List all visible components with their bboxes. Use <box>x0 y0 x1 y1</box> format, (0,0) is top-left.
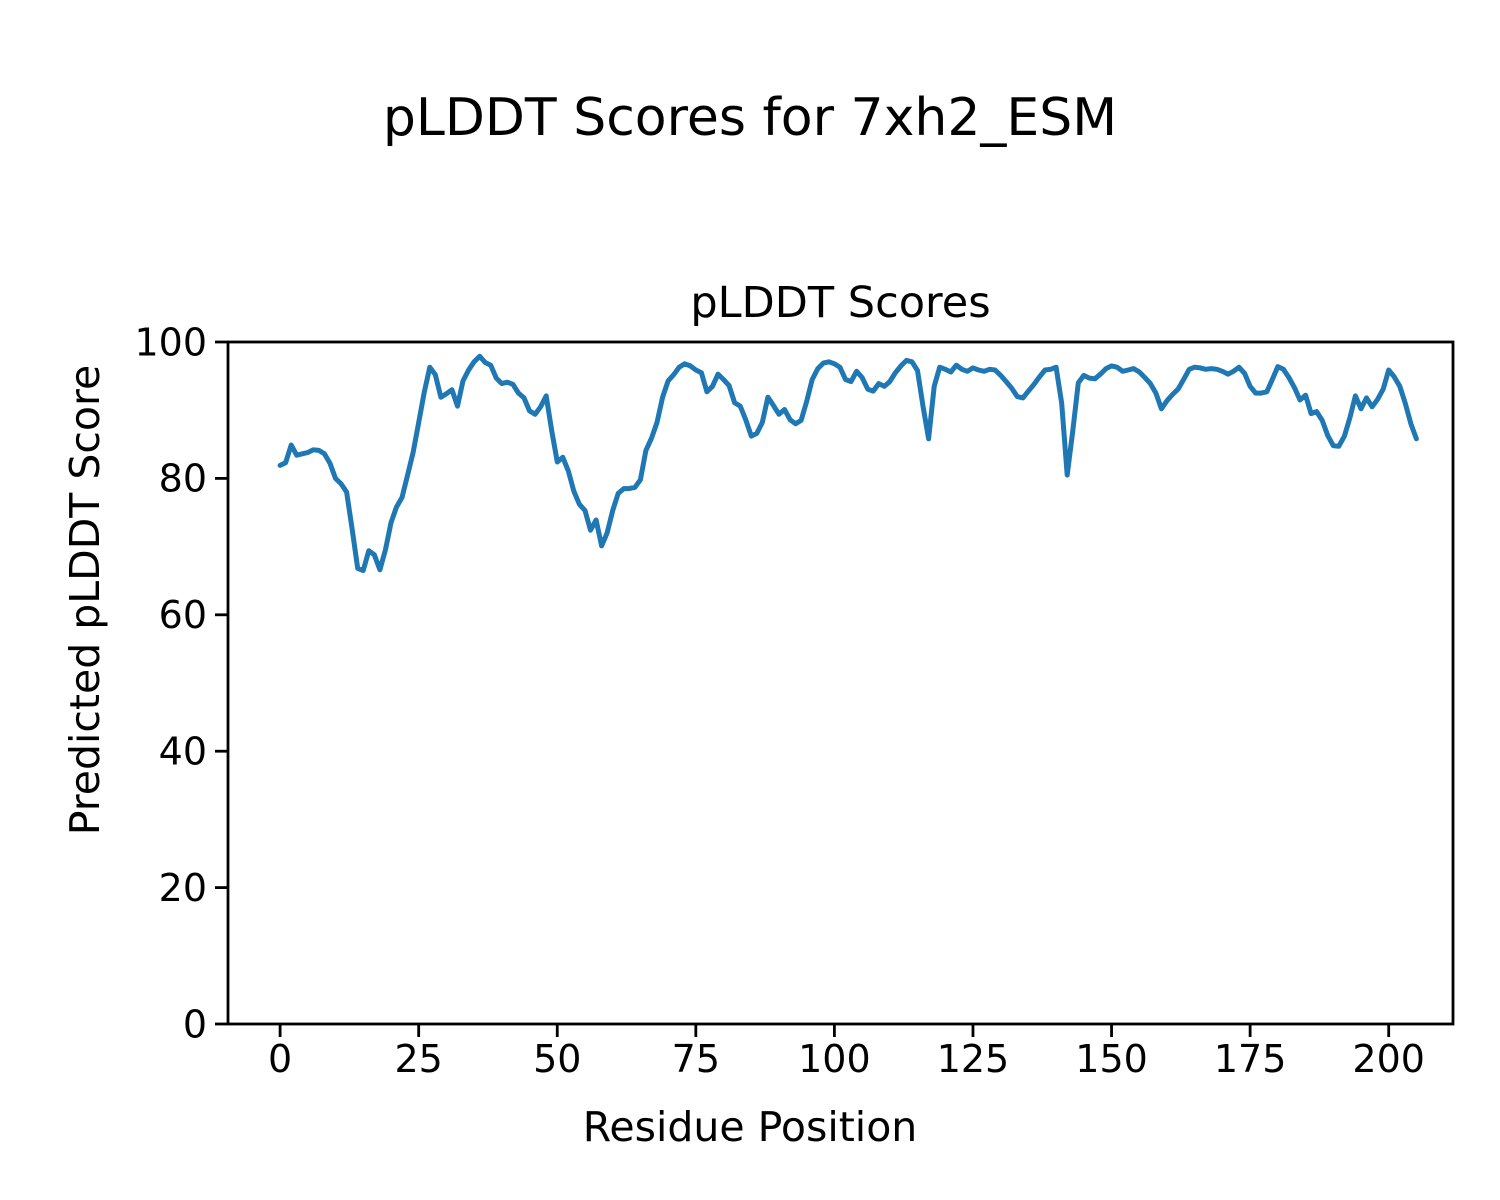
plddt-line <box>277 353 1419 573</box>
y-axis-label: Predicted pLDDT Score <box>61 364 109 836</box>
axes-frame <box>226 340 1455 1026</box>
x-tick-label: 175 <box>1214 1037 1287 1081</box>
x-tick-label: 125 <box>937 1037 1010 1081</box>
y-tick-label: 100 <box>134 320 207 364</box>
y-tick-label: 20 <box>159 866 207 910</box>
y-tick-label: 0 <box>183 1002 207 1046</box>
x-tick-label: 100 <box>798 1037 871 1081</box>
figure-title: pLDDT Scores for 7xh2_ESM <box>382 88 1118 148</box>
x-axis-label: Residue Position <box>582 1103 918 1151</box>
x-tick-label: 0 <box>268 1037 292 1081</box>
y-tick-label: 60 <box>159 593 207 637</box>
x-tick-label: 200 <box>1352 1037 1425 1081</box>
x-tick-label: 50 <box>533 1037 581 1081</box>
y-tick-label: 40 <box>159 730 207 774</box>
x-tick-label: 25 <box>394 1037 442 1081</box>
x-tick-label: 75 <box>672 1037 720 1081</box>
x-tick-label: 150 <box>1075 1037 1148 1081</box>
y-tick-label: 80 <box>159 457 207 501</box>
axes-title: pLDDT Scores <box>690 278 991 328</box>
